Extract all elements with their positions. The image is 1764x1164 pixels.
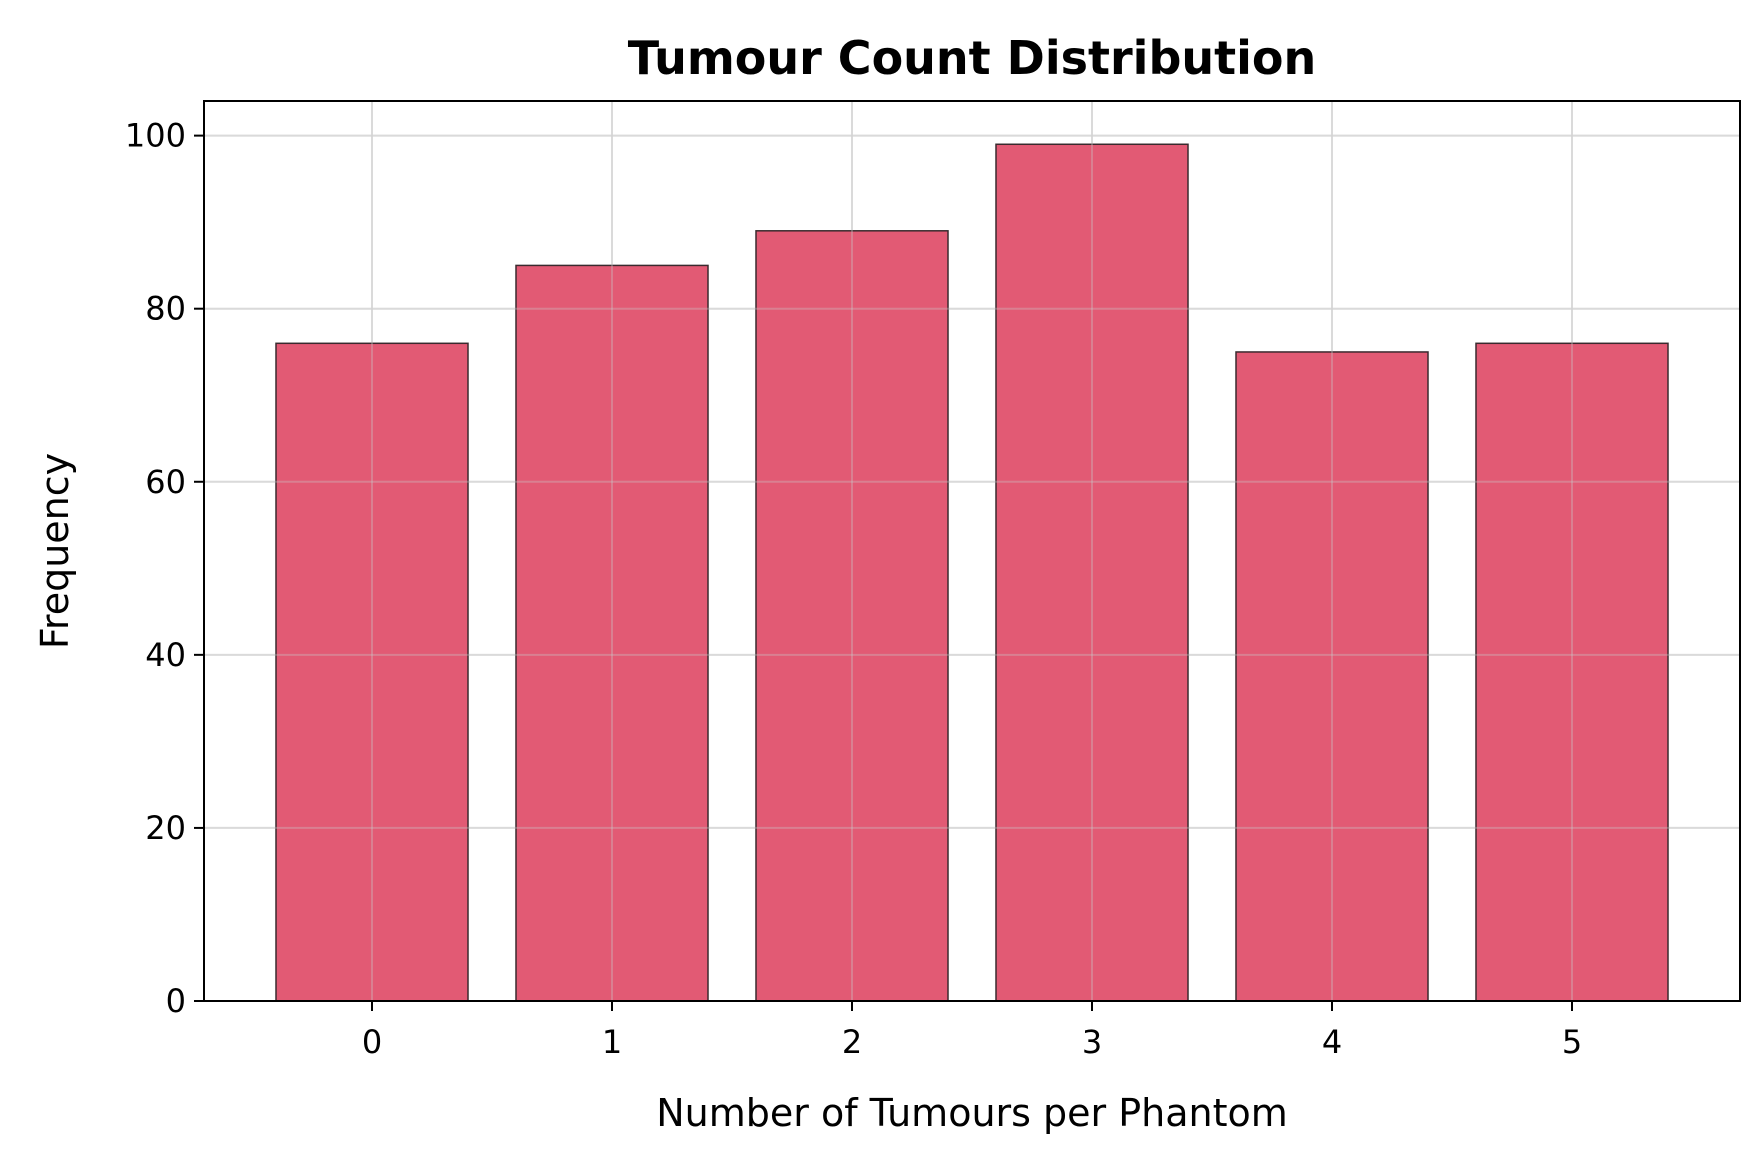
y-tick-label: 100 bbox=[125, 117, 186, 155]
plot-area-frame bbox=[203, 100, 1741, 1002]
y-axis-label: Frequency bbox=[33, 453, 77, 649]
x-axis-ticks: 0 1 2 3 4 5 bbox=[362, 1001, 1582, 1061]
y-tick-label: 20 bbox=[145, 809, 186, 847]
x-tick-label: 4 bbox=[1322, 1023, 1342, 1061]
y-tick-label: 0 bbox=[166, 982, 186, 1020]
bars bbox=[275, 143, 1669, 1002]
x-tick-label: 1 bbox=[602, 1023, 622, 1061]
bar-1 bbox=[515, 264, 709, 1002]
y-tick-label: 60 bbox=[145, 463, 186, 501]
y-tick-label: 80 bbox=[145, 290, 186, 328]
x-tick-label: 3 bbox=[1082, 1023, 1102, 1061]
bar-3 bbox=[995, 143, 1189, 1002]
x-axis-label: Number of Tumours per Phantom bbox=[656, 1091, 1288, 1135]
bar-2 bbox=[755, 230, 949, 1002]
y-axis-ticks: 0 20 40 60 80 100 bbox=[125, 117, 204, 1020]
chart-title: Tumour Count Distribution bbox=[628, 31, 1316, 85]
x-tick-label: 2 bbox=[842, 1023, 862, 1061]
x-tick-label: 5 bbox=[1562, 1023, 1582, 1061]
bar-4 bbox=[1235, 351, 1429, 1002]
bar-0 bbox=[275, 342, 469, 1002]
bar-5 bbox=[1475, 342, 1669, 1002]
y-tick-label: 40 bbox=[145, 636, 186, 674]
x-tick-label: 0 bbox=[362, 1023, 382, 1061]
